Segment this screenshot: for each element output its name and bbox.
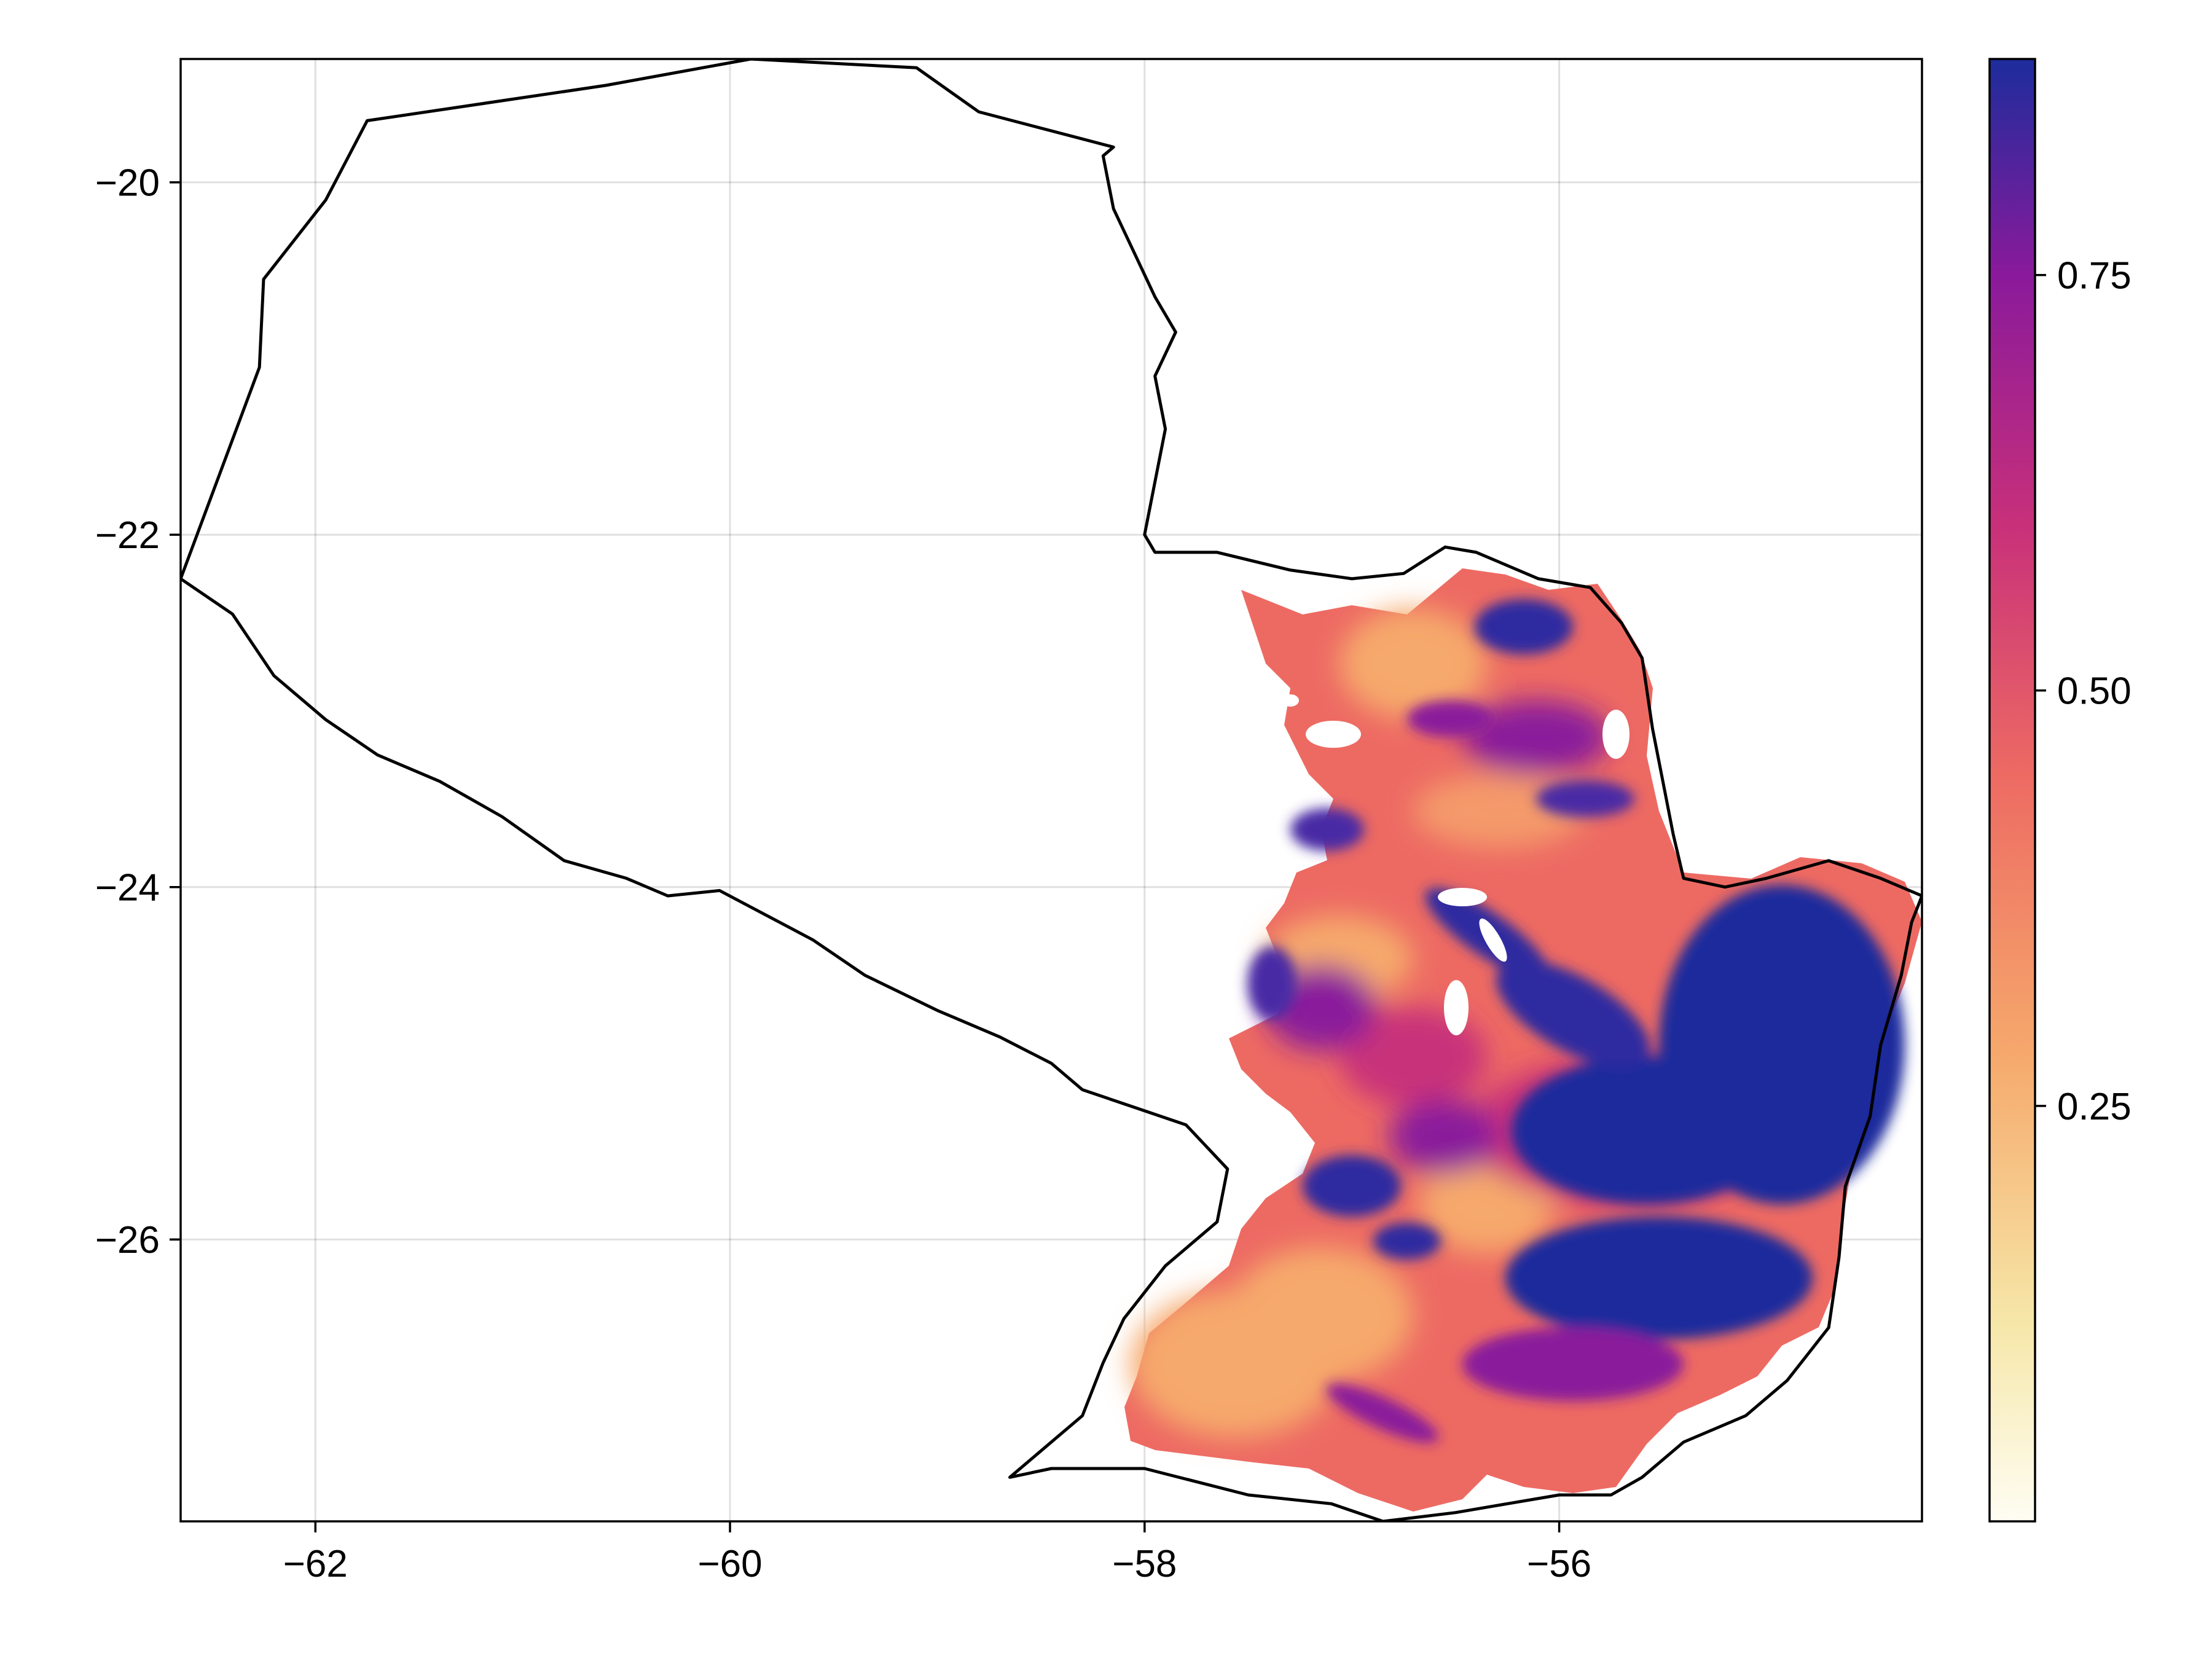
- heat-field: [1124, 568, 1922, 1512]
- country-border: [181, 59, 1922, 1521]
- colorbar-tick-label: 0.75: [2057, 255, 2132, 297]
- colorbar-tick-label: 0.50: [2057, 670, 2132, 713]
- heat-gaps: [1282, 694, 1630, 1035]
- x-tick-label: −62: [283, 1543, 348, 1585]
- colorbar: 0.25 0.50 0.75: [1988, 58, 2132, 1523]
- axes-frame: [179, 58, 1923, 1523]
- y-tick-label: −26: [95, 1219, 160, 1261]
- x-tick-label: −58: [1112, 1543, 1177, 1585]
- y-tick-label: −24: [95, 867, 160, 909]
- heat-blobs-strong: [1247, 599, 1905, 1443]
- x-tick-label: −60: [697, 1543, 762, 1585]
- x-tick-label: −56: [1527, 1543, 1591, 1585]
- x-axis: −62 −60 −58 −56: [283, 1521, 1591, 1585]
- colorbar-ticks: 0.25 0.50 0.75: [2035, 255, 2132, 1128]
- y-axis: −20 −22 −24 −26: [95, 162, 181, 1261]
- y-tick-label: −20: [95, 162, 160, 205]
- y-tick-label: −22: [95, 514, 160, 557]
- colorbar-tick-label: 0.25: [2057, 1086, 2132, 1128]
- colorbar-bar: [1988, 58, 2036, 1523]
